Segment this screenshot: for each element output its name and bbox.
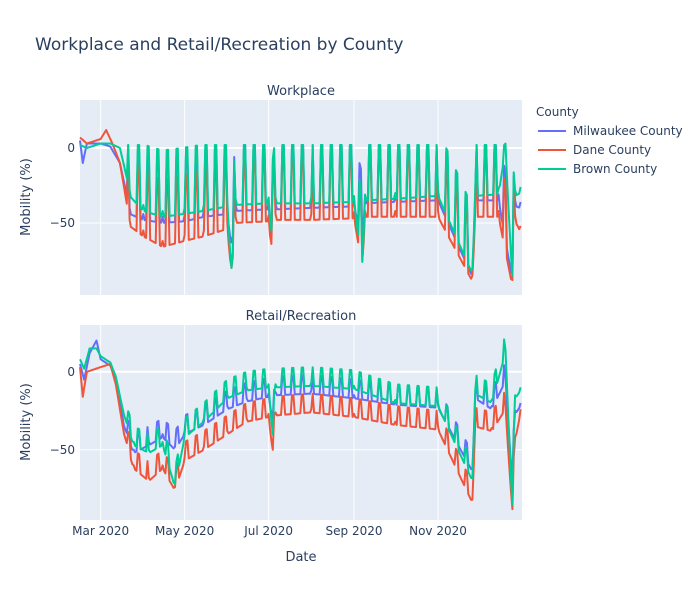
series-lines-retail-recreation [79,338,522,511]
subplot-workplace: 0 −50 Workplace Mobility (%) [19,84,522,295]
y-tick-label-workplace-m50: −50 [50,216,75,230]
y-axis-label-retail-recreation: Mobility (%) [19,383,34,461]
x-axis-label: Date [285,550,316,565]
line-workplace-brown-county [79,142,522,277]
y-ticks-workplace: 0 −50 [50,141,75,230]
x-ticks: Mar 2020 May 2020 Jul 2020 Sep 2020 Nov 2020 [72,524,467,538]
line-retail-recreation-dane-county [79,363,522,511]
legend-label-dane-county: Dane County [573,143,651,157]
subplot-title-retail-recreation: Retail/Recreation [246,309,357,324]
y-tick-label-workplace-0: 0 [67,141,75,155]
subplot-title-workplace: Workplace [267,84,335,99]
legend-label-brown-county: Brown County [573,162,657,176]
x-tick-label-may-2020: May 2020 [155,524,214,538]
series-lines-workplace [79,129,522,281]
y-ticks-retail-recreation: 0 −50 [50,365,75,457]
y-tick-label-retail-recreation-0: 0 [67,365,75,379]
line-retail-recreation-brown-county [79,338,522,506]
subplot-retail-recreation: 0 −50 Retail/Recreation Mobility (%) [19,309,522,520]
chart-title: Workplace and Retail/Recreation by Count… [35,35,403,55]
legend-item-milwaukee-county[interactable]: Milwaukee County [538,124,683,138]
legend-item-brown-county[interactable]: Brown County [538,162,657,176]
y-tick-label-retail-recreation-m50: −50 [50,443,75,457]
x-tick-label-jul-2020: Jul 2020 [243,524,293,538]
legend-label-milwaukee-county: Milwaukee County [573,124,683,138]
x-tick-label-nov-2020: Nov 2020 [409,524,467,538]
legend-item-dane-county[interactable]: Dane County [538,143,651,157]
y-axis-label-workplace: Mobility (%) [19,158,34,236]
legend: County Milwaukee County Dane County Brow… [536,105,683,176]
legend-title: County [536,105,579,119]
x-tick-label-sep-2020: Sep 2020 [326,524,383,538]
x-tick-label-mar-2020: Mar 2020 [72,524,129,538]
